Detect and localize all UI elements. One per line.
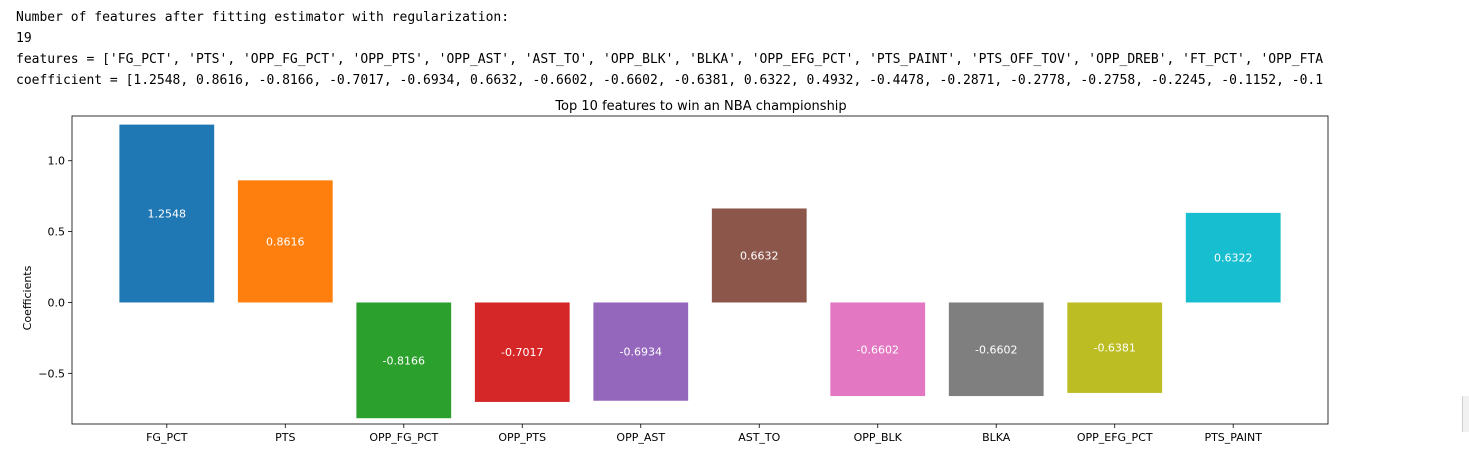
bar-pts xyxy=(237,180,333,303)
bar-blka xyxy=(948,302,1044,397)
x-tick-label: OPP_FG_PCT xyxy=(369,431,438,444)
x-tick-label: BLKA xyxy=(982,431,1011,444)
y-tick-label: 1.0 xyxy=(48,155,66,168)
bar-value-label: 0.8616 xyxy=(266,235,305,248)
x-tick-label: OPP_BLK xyxy=(854,431,903,444)
bar-value-label: -0.6934 xyxy=(620,346,662,359)
bars xyxy=(119,124,1281,419)
bar-value-label: 0.6322 xyxy=(1214,252,1253,265)
bar-pts-paint xyxy=(1185,212,1281,303)
x-tick-label: PTS_PAINT xyxy=(1204,431,1262,444)
bar-opp-blk xyxy=(830,302,926,397)
bar-opp-ast xyxy=(593,302,689,401)
x-tick-label: OPP_EFG_PCT xyxy=(1077,431,1153,444)
x-tick-label: OPP_PTS xyxy=(498,431,546,444)
bar-opp-efg-pct xyxy=(1067,302,1163,393)
bar-value-label: -0.6381 xyxy=(1093,342,1135,355)
x-axis-ticks: FG_PCT PTS OPP_FG_PCT OPP_PTS OPP_AST AST_TO O… xyxy=(146,424,1262,444)
output-line-feature-count-label: Number of features after fitting estimat… xyxy=(16,10,510,25)
output-line-coefficients: coefficient = [1.2548, 0.8616, -0.8166, … xyxy=(16,73,1324,88)
x-tick-label: FG_PCT xyxy=(146,431,188,444)
bar-value-label: -0.8166 xyxy=(383,354,425,367)
x-tick-label: AST_TO xyxy=(738,431,780,444)
plot-frame xyxy=(71,115,1329,425)
y-tick-label: −0.5 xyxy=(38,367,65,380)
bar-value-label: 0.6632 xyxy=(740,249,779,262)
chart-title: Top 10 features to win an NBA championsh… xyxy=(554,99,846,114)
y-tick-label: 0.0 xyxy=(48,296,66,309)
bar-value-label: -0.6602 xyxy=(857,343,899,356)
x-tick-label: PTS xyxy=(275,431,295,444)
bar-ast-to xyxy=(711,208,807,303)
bar-chart: Top 10 features to win an NBA championsh… xyxy=(21,99,1329,444)
output-line-feature-count: 19 xyxy=(16,31,32,46)
bar-opp-fg-pct xyxy=(356,302,452,419)
bar-value-labels: 1.2548 0.8616 -0.8166 -0.7017 -0.6934 0.6632 -… xyxy=(148,208,1253,368)
y-axis-label: Coefficients xyxy=(21,265,34,330)
bar-value-label: -0.7017 xyxy=(501,346,543,359)
y-tick-label: 0.5 xyxy=(48,226,66,239)
y-axis-ticks: 1.0 0.5 0.0 −0.5 xyxy=(38,155,72,380)
bar-value-label: 1.2548 xyxy=(148,208,187,221)
bar-fg-pct xyxy=(119,124,215,303)
scrollbar-handle[interactable] xyxy=(1462,396,1469,432)
bar-value-label: -0.6602 xyxy=(975,343,1017,356)
bar-opp-pts xyxy=(474,302,570,402)
cell-output: Number of features after fitting estimat… xyxy=(16,7,1460,91)
x-tick-label: OPP_AST xyxy=(616,431,665,444)
output-line-features: features = ['FG_PCT', 'PTS', 'OPP_FG_PCT… xyxy=(16,52,1324,67)
